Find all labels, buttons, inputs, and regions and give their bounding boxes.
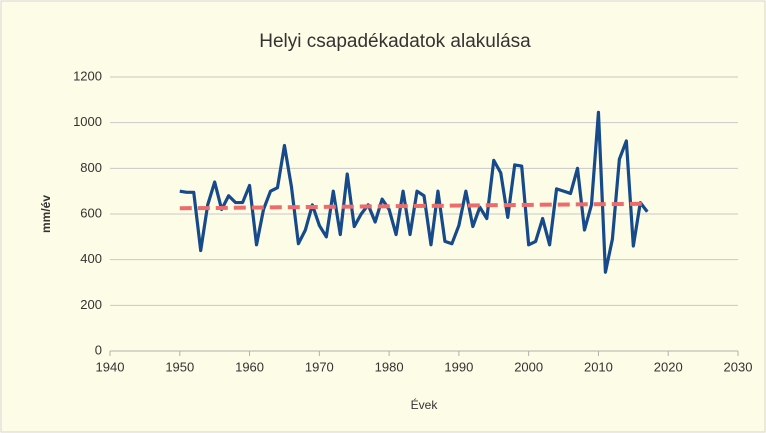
x-tick-label: 1970 [305,359,334,374]
x-tick-label: 2030 [724,359,753,374]
x-tick-label: 1940 [96,359,125,374]
x-axis-label: Évek [411,397,439,412]
y-tick-label: 800 [80,160,102,175]
x-tick-label: 2010 [584,359,613,374]
y-tick-label: 0 [95,342,102,357]
y-tick-label: 200 [80,297,102,312]
y-axis-label: mm/év [39,195,53,233]
x-tick-label: 2000 [514,359,543,374]
x-tick-label: 1980 [375,359,404,374]
trend-line [179,201,648,211]
y-tick-label: 400 [80,251,102,266]
x-tick-label: 1950 [165,359,194,374]
y-tick-label: 1200 [73,68,102,83]
x-tick-label: 1990 [444,359,473,374]
x-tick-label: 2020 [654,359,683,374]
x-tick-label: 1960 [235,359,264,374]
data-line [179,110,649,274]
y-tick-label: 1000 [73,114,102,129]
chart-title: Helyi csapadékadatok alakulása [259,31,531,52]
y-tick-label: 600 [80,205,102,220]
